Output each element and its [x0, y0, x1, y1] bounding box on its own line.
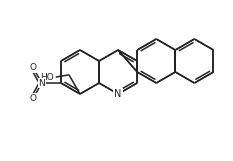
- Text: O: O: [30, 94, 37, 103]
- Text: N: N: [38, 79, 45, 87]
- Text: O: O: [30, 63, 37, 72]
- Text: N: N: [114, 89, 122, 99]
- Text: HO: HO: [40, 73, 54, 82]
